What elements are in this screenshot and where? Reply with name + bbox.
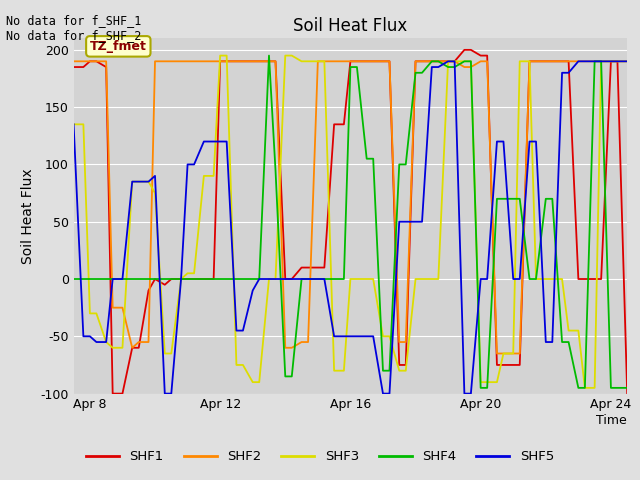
X-axis label: Time: Time <box>596 414 627 427</box>
Legend: SHF1, SHF2, SHF3, SHF4, SHF5: SHF1, SHF2, SHF3, SHF4, SHF5 <box>81 445 559 468</box>
Y-axis label: Soil Heat Flux: Soil Heat Flux <box>21 168 35 264</box>
Text: TZ_fmet: TZ_fmet <box>90 40 147 53</box>
Text: No data for f_SHF_1
No data for f_SHF_2: No data for f_SHF_1 No data for f_SHF_2 <box>6 14 142 42</box>
Title: Soil Heat Flux: Soil Heat Flux <box>293 17 408 36</box>
